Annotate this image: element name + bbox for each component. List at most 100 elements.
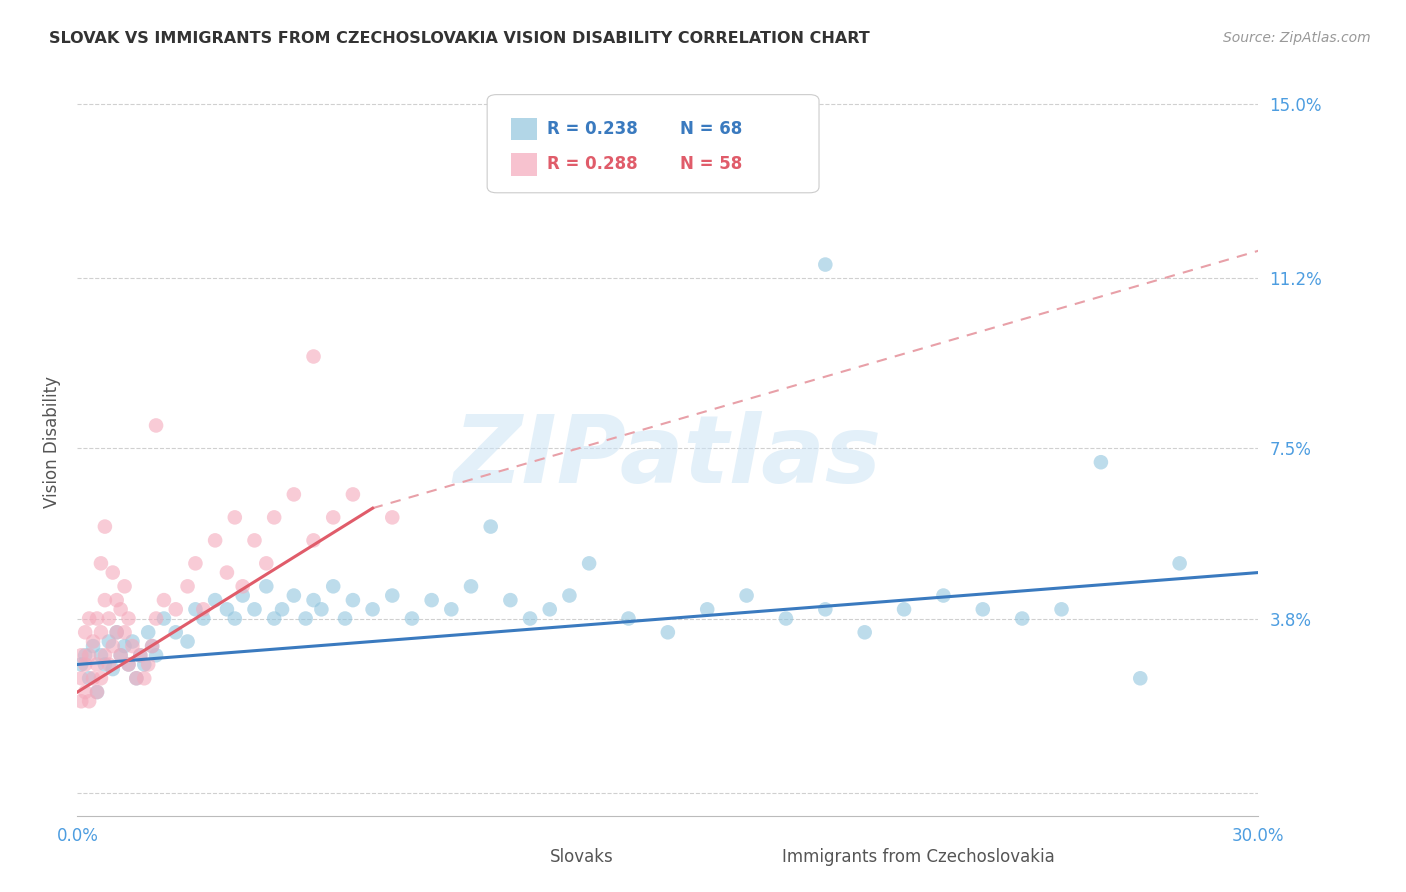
Point (70, 671, 93, 685)
Point (134, 657, 156, 672)
Point (302, 593, 325, 607)
Point (283, 589, 305, 603)
Point (145, 648, 167, 663)
Point (696, 602, 718, 616)
Text: Source: ZipAtlas.com: Source: ZipAtlas.com (1223, 31, 1371, 45)
FancyBboxPatch shape (510, 153, 537, 176)
Point (86, 611, 108, 625)
Point (460, 579, 482, 593)
Point (90, 625, 112, 640)
Point (204, 593, 226, 607)
Point (105, 625, 128, 640)
Point (254, 557, 277, 571)
Point (440, 602, 463, 616)
Point (361, 602, 384, 616)
Point (141, 639, 163, 653)
Point (77, 648, 100, 663)
Point (121, 639, 143, 653)
Text: ZIPatlas: ZIPatlas (454, 410, 882, 502)
Point (184, 602, 207, 616)
Point (77, 694, 100, 708)
Point (134, 671, 156, 685)
Point (1090, 455, 1112, 469)
Point (224, 611, 246, 625)
Point (617, 611, 640, 625)
Point (657, 625, 679, 640)
Point (814, 602, 837, 616)
Point (165, 625, 187, 640)
Point (271, 602, 294, 616)
Point (94, 593, 117, 607)
Point (1168, 557, 1191, 571)
Point (853, 625, 876, 640)
Point (82, 639, 104, 653)
Point (117, 657, 139, 672)
Text: Slovaks: Slovaks (550, 848, 613, 866)
Point (302, 533, 325, 548)
Point (125, 671, 148, 685)
Point (145, 611, 167, 625)
Point (193, 602, 215, 616)
Point (129, 648, 152, 663)
Point (97, 611, 120, 625)
Point (153, 593, 176, 607)
Point (125, 671, 148, 685)
Point (232, 579, 254, 593)
Point (86, 657, 108, 672)
Point (136, 657, 159, 672)
Point (342, 487, 364, 501)
Point (294, 611, 316, 625)
Point (283, 487, 305, 501)
Point (94, 648, 117, 663)
Point (114, 579, 136, 593)
Text: R = 0.288: R = 0.288 (547, 155, 638, 173)
Point (129, 648, 152, 663)
Point (75, 625, 97, 640)
Point (70, 694, 93, 708)
Point (263, 510, 285, 524)
Point (101, 566, 124, 580)
Point (90, 648, 112, 663)
Point (215, 566, 238, 580)
Y-axis label: Vision Disability: Vision Disability (42, 376, 60, 508)
Point (114, 639, 136, 653)
Point (70, 648, 93, 663)
Point (110, 648, 132, 663)
Point (90, 557, 112, 571)
Point (204, 533, 226, 548)
Point (153, 611, 176, 625)
Point (114, 625, 136, 640)
Point (75, 648, 97, 663)
Point (176, 579, 198, 593)
Point (1129, 671, 1152, 685)
Point (193, 611, 215, 625)
Point (302, 350, 325, 364)
Point (136, 625, 159, 640)
FancyBboxPatch shape (486, 95, 820, 193)
Point (263, 611, 285, 625)
Text: SLOVAK VS IMMIGRANTS FROM CZECHOSLOVAKIA VISION DISABILITY CORRELATION CHART: SLOVAK VS IMMIGRANTS FROM CZECHOSLOVAKIA… (49, 31, 870, 46)
Point (401, 611, 423, 625)
Point (176, 634, 198, 648)
Point (77, 611, 100, 625)
Text: Immigrants from Czechoslovakia: Immigrants from Czechoslovakia (782, 848, 1054, 866)
Point (1011, 611, 1033, 625)
Point (94, 657, 117, 672)
Point (814, 258, 837, 272)
Point (94, 519, 117, 533)
Point (578, 557, 600, 571)
Point (224, 510, 246, 524)
Point (86, 685, 108, 699)
Point (97, 634, 120, 648)
Text: R = 0.238: R = 0.238 (547, 120, 638, 138)
Point (77, 671, 100, 685)
Point (479, 519, 502, 533)
Point (972, 602, 994, 616)
Point (141, 639, 163, 653)
Text: N = 58: N = 58 (679, 155, 742, 173)
Text: N = 68: N = 68 (679, 120, 742, 138)
Point (311, 602, 333, 616)
Point (101, 662, 124, 676)
Point (243, 533, 266, 548)
Point (117, 657, 139, 672)
